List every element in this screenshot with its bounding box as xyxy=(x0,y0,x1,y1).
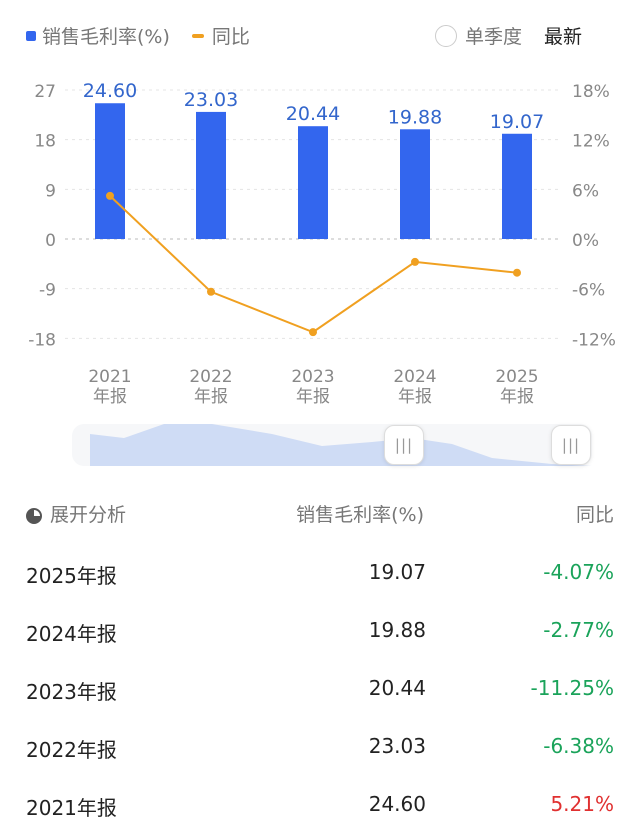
bar xyxy=(196,111,226,239)
table-row[interactable]: 2022年报 23.03 -6.38% xyxy=(26,734,614,774)
legend-series1[interactable]: 销售毛利率(%) xyxy=(42,26,170,48)
period-cell: 2025年报 xyxy=(26,564,117,588)
x-tick-label: 年报 xyxy=(93,387,127,407)
left-tick-label: 0 xyxy=(45,231,56,251)
x-tick-label: 2025 xyxy=(495,367,538,387)
legend-series2[interactable]: 同比 xyxy=(211,26,250,48)
yoy-cell: 5.21% xyxy=(550,792,614,816)
chart-legend: 销售毛利率(%) 同比 xyxy=(26,22,250,49)
single-quarter-label[interactable]: 单季度 xyxy=(464,26,522,48)
yoy-cell: -6.38% xyxy=(543,734,614,758)
x-tick-label: 2024 xyxy=(393,367,436,387)
bar-data-label: 19.07 xyxy=(490,111,544,133)
right-tick-label: 18% xyxy=(572,82,610,102)
bar-data-label: 20.44 xyxy=(286,103,340,125)
value-cell: 24.60 xyxy=(368,792,426,816)
bar xyxy=(298,126,328,239)
expand-label: 展开分析 xyxy=(50,504,127,526)
x-tick-label: 2023 xyxy=(291,367,334,387)
value-cell: 19.07 xyxy=(368,560,426,584)
left-tick-label: 27 xyxy=(34,82,56,102)
slider-end-handle[interactable]: ||| xyxy=(551,425,591,465)
right-tick-label: -12% xyxy=(572,330,616,350)
yoy-point xyxy=(411,257,419,266)
left-tick-label: -9 xyxy=(39,281,56,301)
line-legend-swatch xyxy=(191,33,204,38)
table-row[interactable]: 2024年报 19.88 -2.77% xyxy=(26,618,614,658)
value-cell: 23.03 xyxy=(368,734,426,758)
table-header: 展开分析 销售毛利率(%) 同比 xyxy=(26,500,614,530)
col-header-yoy: 同比 xyxy=(575,504,614,526)
single-quarter-radio[interactable] xyxy=(434,24,457,47)
x-tick-label: 年报 xyxy=(500,387,534,407)
x-tick-label: 年报 xyxy=(296,387,330,407)
yoy-point xyxy=(106,191,114,200)
table-row[interactable]: 2023年报 20.44 -11.25% xyxy=(26,676,614,716)
bar xyxy=(502,133,532,239)
bar xyxy=(400,129,430,239)
expand-analysis-button[interactable]: 展开分析 xyxy=(26,500,126,527)
bar-data-label: 23.03 xyxy=(184,89,238,111)
yoy-point xyxy=(513,268,521,277)
slider-start-handle[interactable]: ||| xyxy=(384,425,424,465)
chart: 27 18%18 12%9 6%0 0%-9 -6%-18 -12%24.602021年报2… xyxy=(28,80,616,407)
slider-preview xyxy=(90,424,592,466)
yoy-point xyxy=(207,287,215,296)
yoy-cell: -2.77% xyxy=(543,618,614,642)
range-slider[interactable] xyxy=(72,424,592,466)
period-cell: 2023年报 xyxy=(26,680,117,704)
bar-data-label: 24.60 xyxy=(83,80,137,102)
period-cell: 2021年报 xyxy=(26,796,117,820)
x-tick-label: 年报 xyxy=(194,387,228,407)
right-tick-label: -6% xyxy=(572,281,605,301)
table-row[interactable]: 2021年报 24.60 5.21% xyxy=(26,792,614,832)
right-tick-label: 6% xyxy=(572,181,599,201)
left-tick-label: 18 xyxy=(34,132,56,152)
yoy-cell: -4.07% xyxy=(543,560,614,584)
pie-chart-icon xyxy=(26,508,42,524)
bar-legend-swatch xyxy=(26,30,36,41)
value-cell: 20.44 xyxy=(368,676,426,700)
period-cell: 2024年报 xyxy=(26,622,117,646)
value-cell: 19.88 xyxy=(368,618,426,642)
x-tick-label: 2022 xyxy=(189,367,232,387)
period-cell: 2022年报 xyxy=(26,738,117,762)
col-header-margin: 销售毛利率(%) xyxy=(296,504,424,526)
bar-data-label: 19.88 xyxy=(388,106,442,128)
bar xyxy=(95,103,125,239)
right-tick-label: 12% xyxy=(572,132,610,152)
x-tick-label: 2021 xyxy=(88,367,131,387)
latest-button[interactable]: 最新 xyxy=(543,26,582,48)
left-tick-label: -18 xyxy=(28,330,56,350)
left-tick-label: 9 xyxy=(45,181,56,201)
right-tick-label: 0% xyxy=(572,231,599,251)
yoy-point xyxy=(309,328,317,337)
yoy-cell: -11.25% xyxy=(530,676,614,700)
x-tick-label: 年报 xyxy=(398,387,432,407)
table-row[interactable]: 2025年报 19.07 -4.07% xyxy=(26,560,614,600)
